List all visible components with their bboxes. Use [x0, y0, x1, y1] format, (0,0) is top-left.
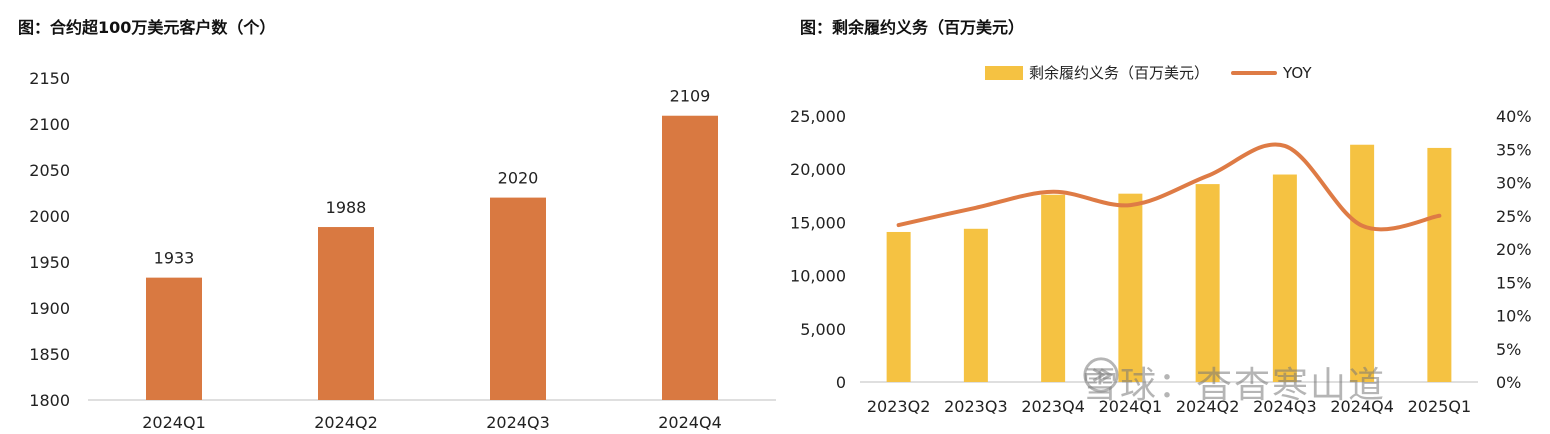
bar — [490, 197, 546, 400]
watermark: 雪球：杳杳寒山道 — [1082, 356, 1386, 408]
yoy-point — [1051, 190, 1055, 194]
right-y-tick-label: 40% — [1496, 107, 1532, 126]
x-tick-label: 2024Q1 — [142, 413, 206, 432]
y-tick-label: 1900 — [29, 299, 70, 318]
x-tick-label: 2024Q4 — [1330, 397, 1394, 416]
left-y-tick-label: 0 — [836, 373, 846, 392]
data-label: 1933 — [154, 249, 195, 268]
x-tick-label: 2024Q4 — [658, 413, 722, 432]
y-tick-label: 2150 — [29, 69, 70, 88]
y-tick-label: 2000 — [29, 207, 70, 226]
yoy-point — [1437, 214, 1441, 218]
bar — [318, 227, 374, 400]
legend-line-swatch — [1231, 70, 1278, 75]
y-tick-label: 1800 — [29, 391, 70, 410]
x-tick-label: 2024Q2 — [314, 413, 378, 432]
right-y-tick-label: 35% — [1496, 140, 1532, 159]
x-tick-label: 2023Q2 — [867, 397, 931, 416]
bar — [1041, 194, 1066, 382]
yoy-point — [1283, 144, 1287, 148]
bar — [662, 115, 718, 400]
yoy-point — [1206, 174, 1210, 178]
yoy-point — [1128, 203, 1132, 207]
y-tick-label: 2100 — [29, 115, 70, 134]
bar — [1195, 184, 1220, 382]
x-tick-label: 2024Q3 — [1253, 397, 1317, 416]
legend-label-line: YOY — [1283, 63, 1312, 82]
right-combo-chart: 0 5,000 10,000 15,000 20,000 25,000 0% 5% 10% 15%… — [790, 107, 1532, 416]
x-tick-label: 2023Q4 — [1021, 397, 1085, 416]
left-y-tick-label: 10,000 — [790, 267, 846, 286]
left-y-tick-label: 20,000 — [790, 160, 846, 179]
x-tick-label: 2024Q3 — [486, 413, 550, 432]
bar — [886, 231, 911, 382]
snowball-logo-icon — [1083, 357, 1119, 393]
data-label: 1988 — [326, 198, 367, 217]
watermark-text: 雪球：杳杳寒山道 — [1082, 365, 1387, 406]
left-y-tick-label: 25,000 — [790, 107, 846, 126]
right-y-tick-label: 0% — [1496, 373, 1521, 392]
right-chart-panel: 图：剩余履约义务（百万美元） 剩余履约义务（百万美元） YOY 0 5,000 10… — [790, 0, 1550, 434]
left-y-tick-label: 5,000 — [800, 320, 846, 339]
left-y-tick-label: 15,000 — [790, 213, 846, 232]
yoy-point — [897, 223, 901, 227]
chart-title: 图：合约超100万美元客户数（个） — [18, 18, 276, 37]
right-y-tick-label: 25% — [1496, 207, 1532, 226]
bar — [146, 277, 202, 400]
x-tick-label: 2023Q3 — [944, 397, 1008, 416]
bar — [963, 228, 988, 382]
bar — [1350, 144, 1375, 382]
legend-bar-swatch — [985, 65, 1023, 80]
y-tick-label: 1950 — [29, 253, 70, 272]
data-label: 2109 — [670, 87, 711, 106]
chart-title: 图：剩余履约义务（百万美元） — [800, 18, 1025, 37]
right-y-tick-label: 15% — [1496, 273, 1532, 292]
yoy-point — [1360, 224, 1364, 228]
right-y-tick-label: 10% — [1496, 307, 1532, 326]
x-tick-label: 2024Q1 — [1099, 397, 1163, 416]
x-tick-label: 2024Q2 — [1176, 397, 1240, 416]
x-tick-label: 2025Q1 — [1408, 397, 1472, 416]
y-tick-label: 1850 — [29, 345, 70, 364]
data-label: 2020 — [498, 169, 539, 188]
left-chart-panel: 图：合约超100万美元客户数（个） 1800 1850 1900 1950 2000 20… — [18, 18, 776, 432]
right-y-tick-label: 5% — [1496, 340, 1521, 359]
right-y-tick-label: 20% — [1496, 240, 1532, 259]
right-y-tick-label: 30% — [1496, 174, 1532, 193]
bar — [1427, 147, 1452, 382]
bar — [1118, 193, 1143, 382]
yoy-line — [896, 142, 1442, 232]
left-bar-chart: 1800 1850 1900 1950 2000 2050 2100 2150 1933 2024… — [29, 69, 776, 432]
y-tick-label: 2050 — [29, 161, 70, 180]
yoy-point — [974, 206, 978, 210]
chart-legend: 剩余履约义务（百万美元） YOY — [985, 62, 1312, 83]
bar — [1272, 174, 1297, 382]
legend-label-bars: 剩余履约义务（百万美元） — [1029, 64, 1210, 82]
